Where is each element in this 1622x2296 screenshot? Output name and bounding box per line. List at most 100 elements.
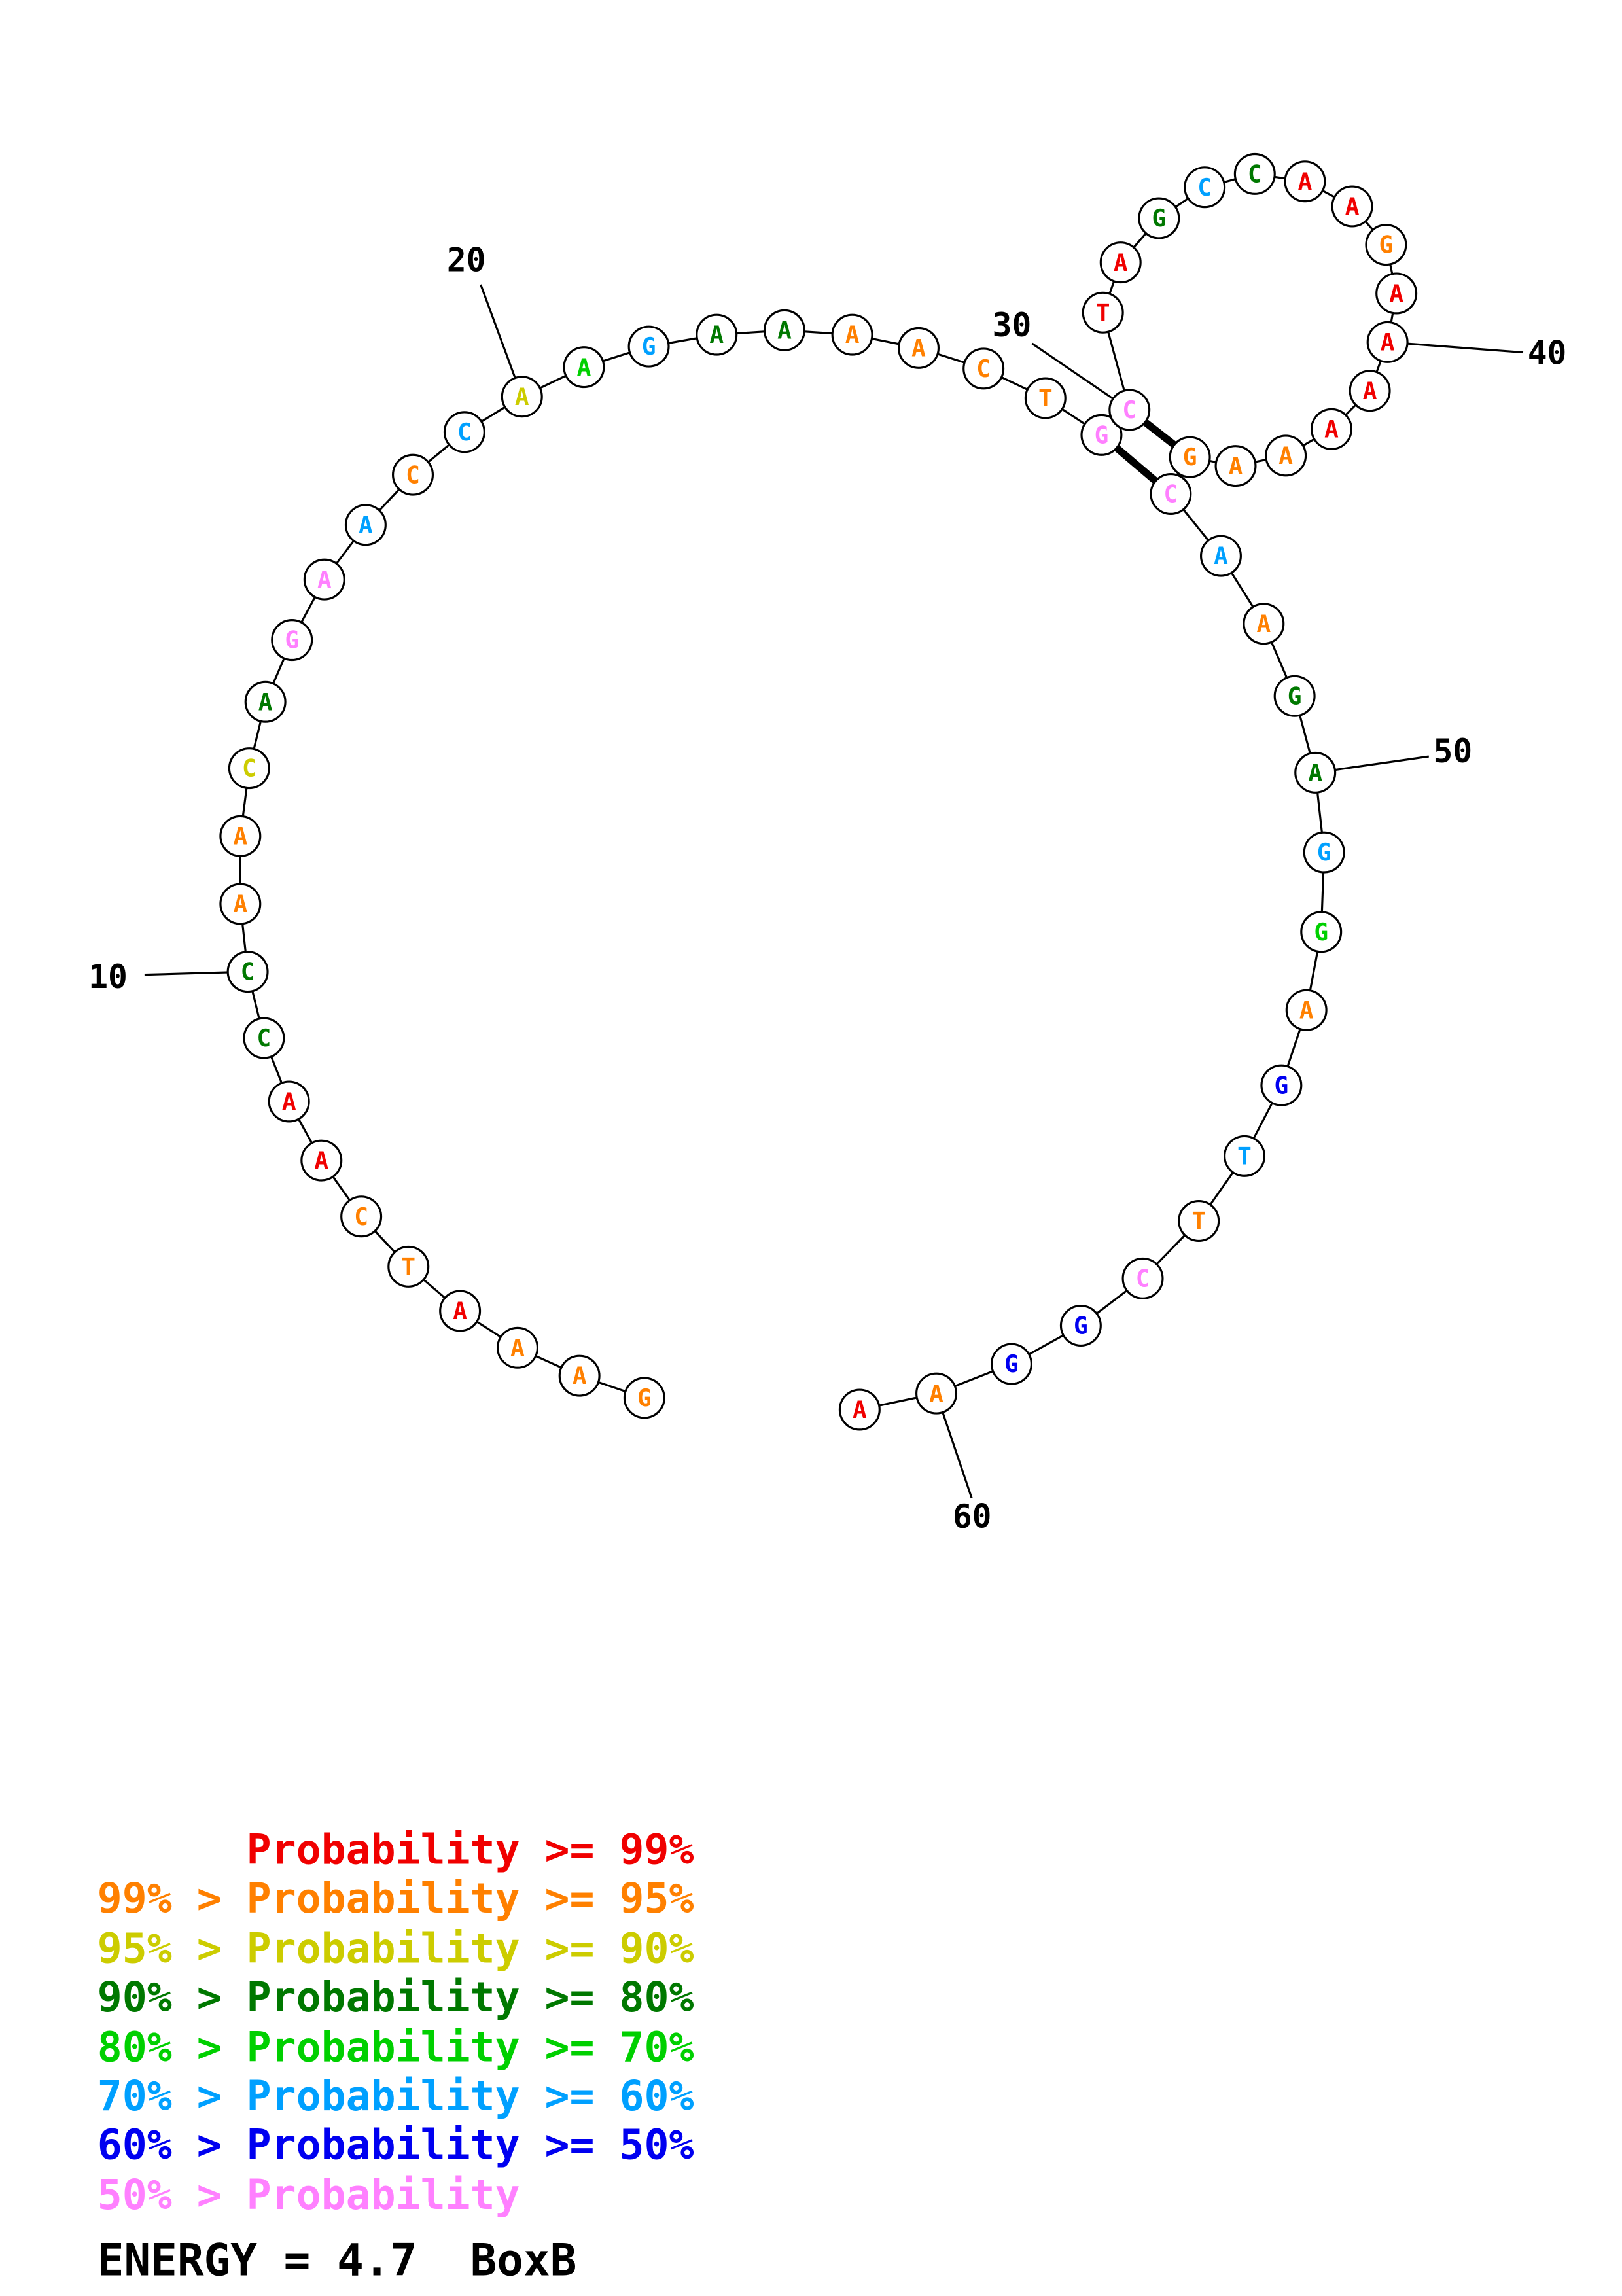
residue-letter: A <box>233 822 247 850</box>
residue-letter: C <box>354 1203 368 1231</box>
residue-letter: A <box>845 321 860 349</box>
residue-letter: A <box>510 1334 525 1362</box>
residue-circle <box>497 1326 539 1369</box>
residue-letter: A <box>1324 415 1339 443</box>
residue-letter: A <box>314 1147 328 1174</box>
residue-letter: T <box>1038 385 1053 412</box>
residue-letter: A <box>1114 249 1128 277</box>
residue-letter: A <box>709 321 724 349</box>
legend-line: 50% > Probability <box>97 2170 520 2219</box>
residue-circle <box>627 325 670 368</box>
position-label: 10 <box>88 958 128 996</box>
residue-circle <box>1303 831 1345 874</box>
residue-circle <box>1121 1257 1164 1299</box>
residue-letter: G <box>1183 444 1197 471</box>
legend-line: 80% > Probability >= 70% <box>97 2022 694 2072</box>
residue-circle <box>1310 408 1353 450</box>
position-label: 40 <box>1528 334 1567 372</box>
residue-letter: A <box>1363 378 1377 405</box>
residue-letter: A <box>929 1380 943 1407</box>
residue-letter: A <box>282 1088 296 1116</box>
residue-letter: G <box>637 1385 652 1412</box>
residue-circle <box>1024 377 1067 419</box>
residue-circle <box>1300 911 1343 953</box>
position-label: 50 <box>1433 732 1472 770</box>
residue-circle <box>1178 1199 1220 1242</box>
residue-circle <box>1265 434 1307 477</box>
residue-letter: A <box>1256 610 1271 638</box>
residue-circle <box>763 309 805 351</box>
residue-letter: G <box>285 627 299 654</box>
residue-letter: G <box>1275 1072 1289 1099</box>
residue-letter: A <box>577 354 591 381</box>
residue-circle <box>1366 321 1409 363</box>
residue-circle <box>1108 389 1151 431</box>
residue-circle <box>1243 603 1285 645</box>
residue-letter: C <box>1122 397 1137 424</box>
residue-letter: G <box>1288 682 1302 710</box>
residue-letter: C <box>241 959 255 986</box>
residue-letter: A <box>911 334 926 362</box>
residue-circle <box>1224 1135 1266 1177</box>
residue-circle <box>219 883 262 925</box>
residue-letter: C <box>257 1025 272 1052</box>
legend-line: 70% > Probability >= 60% <box>97 2072 694 2121</box>
position-label-line <box>1387 341 1524 354</box>
residue-circle <box>1294 751 1337 794</box>
residue-letter: A <box>1229 453 1243 480</box>
residue-letter: T <box>1191 1208 1206 1235</box>
residue-circle <box>244 680 287 723</box>
residue-circle <box>219 815 262 857</box>
residue-letter: G <box>1152 205 1166 232</box>
residue-circle <box>558 1354 601 1397</box>
residue-letter: A <box>515 383 529 411</box>
residue-circle <box>1233 152 1276 195</box>
residue-letter: G <box>1074 1313 1088 1340</box>
residue-circle <box>1184 166 1226 209</box>
residue-circle <box>1150 472 1192 515</box>
legend-line: 90% > Probability >= 80% <box>97 1973 694 2022</box>
residue-letter: A <box>573 1362 587 1390</box>
residue-circle <box>387 1245 430 1288</box>
residue-letter: C <box>1248 161 1262 188</box>
residue-letter: G <box>1317 839 1331 866</box>
residue-circle <box>392 453 434 496</box>
residue-circle <box>1284 160 1326 203</box>
legend-line: 99% > Probability >= 95% <box>97 1875 694 1924</box>
residue-letter: A <box>233 891 247 918</box>
residue-circle <box>563 346 605 389</box>
residue-letter: C <box>1197 174 1212 202</box>
residue-circle <box>831 313 873 356</box>
residue-circle <box>915 1372 958 1415</box>
residue-circle <box>1099 241 1142 284</box>
residue-letter: A <box>1381 328 1395 356</box>
position-label: 30 <box>993 306 1032 344</box>
probability-legend: Probability >= 99% 99% > Probability >= 9… <box>97 1826 694 2219</box>
residue-circle <box>340 1195 383 1238</box>
residue-letter: A <box>1389 280 1403 308</box>
residue-letter: C <box>242 755 256 783</box>
position-label: 20 <box>447 241 486 279</box>
residue-circle <box>501 376 543 418</box>
residue-circle <box>1349 370 1391 412</box>
residue-circle <box>271 619 313 662</box>
residue-letter: T <box>1237 1142 1252 1170</box>
residue-circle <box>1260 1064 1303 1106</box>
residue-circle <box>1273 675 1316 717</box>
residue-circle <box>1169 436 1211 478</box>
residue-circle <box>300 1139 343 1182</box>
residue-letter: C <box>457 419 472 446</box>
residue-letter: G <box>1095 421 1109 449</box>
residue-letter: A <box>1298 168 1313 196</box>
residue-letter: C <box>1164 481 1178 508</box>
residue-letter: C <box>406 461 420 489</box>
residue-letter: A <box>777 317 792 344</box>
residue-letter: A <box>853 1396 867 1424</box>
residue-circle <box>1331 185 1373 228</box>
residue-letter: A <box>1308 760 1322 787</box>
residue-circle <box>838 1388 881 1431</box>
residue-circle <box>1199 535 1242 577</box>
residue-letter: T <box>401 1253 415 1280</box>
residue-circle <box>1285 989 1328 1031</box>
energy-caption: ENERGY = 4.7 BoxB <box>97 2235 577 2287</box>
